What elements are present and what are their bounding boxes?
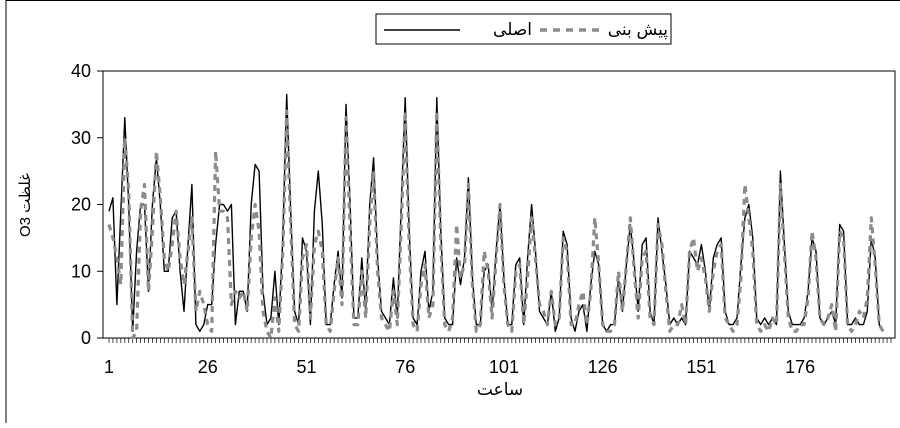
x-tick-label: 126 — [588, 357, 618, 377]
series-layer — [107, 93, 885, 340]
legend-entry-actual: اصلی — [384, 20, 532, 39]
legend: پیش بنی اصلی — [375, 13, 672, 45]
y-tick-label: 40 — [71, 61, 91, 81]
x-tick-label: 51 — [296, 357, 316, 377]
series-line-forecast — [107, 109, 885, 340]
y-tick-label: 10 — [71, 261, 91, 281]
y-axis: 0 10 20 30 40 — [71, 61, 103, 348]
legend-box — [375, 13, 672, 45]
y-tick-label: 20 — [71, 195, 91, 215]
x-tick-label: 176 — [785, 357, 815, 377]
x-tick-label: 76 — [395, 357, 415, 377]
x-tick-label: 151 — [686, 357, 716, 377]
legend-entry-forecast: پیش بنی — [540, 20, 668, 40]
legend-label-actual: اصلی — [493, 20, 532, 39]
x-tick-label: 1 — [104, 357, 114, 377]
y-axis-title: O3 غلظت — [17, 173, 34, 237]
x-axis-title: ساعت — [477, 380, 523, 399]
series-line-actual — [108, 93, 884, 332]
x-axis: 1 26 51 76 101 126 151 176 — [104, 338, 892, 377]
y-tick-label: 0 — [81, 328, 91, 348]
x-tick-label: 101 — [489, 357, 519, 377]
x-tick-label: 26 — [198, 357, 218, 377]
legend-label-forecast: پیش بنی — [608, 20, 669, 40]
y-tick-label: 30 — [71, 128, 91, 148]
